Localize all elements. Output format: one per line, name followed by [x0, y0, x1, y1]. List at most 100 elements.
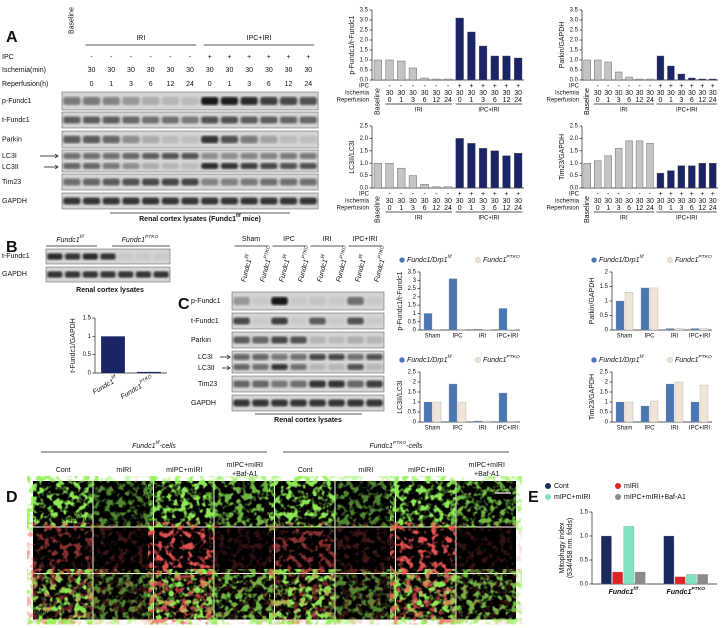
bar: [479, 148, 488, 189]
lane-value: 30: [432, 198, 440, 205]
band: [181, 97, 199, 105]
genotype: Fundc1f/f: [608, 586, 639, 596]
image-red: [93, 527, 153, 573]
x-tick-label: IPC: [644, 426, 655, 432]
bar: [709, 78, 717, 81]
band: [240, 178, 258, 186]
bar: [625, 76, 633, 81]
lane-value: 24: [709, 205, 717, 212]
row-label: Ischemia: [555, 199, 580, 205]
band: [82, 197, 101, 205]
group-label: IRI: [415, 108, 423, 114]
x-tick-label: IPC: [644, 334, 655, 340]
text-part: Fundc1: [667, 589, 692, 596]
bar: [624, 401, 634, 423]
legend-marker: [591, 357, 597, 363]
band: [122, 97, 140, 105]
band: [82, 178, 101, 186]
superscript: PTKO: [691, 586, 705, 592]
bar: [385, 162, 394, 189]
genotype: Fundc1PTKO: [295, 245, 314, 283]
text-part: Fundc1: [483, 357, 506, 364]
lane-value: 30: [456, 198, 464, 205]
band: [220, 135, 239, 144]
y-tick-label: 1.5: [83, 316, 92, 322]
lane-value: -: [423, 83, 426, 90]
lane-value: 1: [606, 97, 610, 104]
lane-value: 0: [388, 205, 392, 212]
superscript: f/f: [282, 253, 289, 259]
image-red: [93, 574, 153, 620]
bar: [665, 383, 675, 423]
band: [142, 97, 160, 105]
band-label: LC3II: [198, 365, 215, 372]
band: [271, 380, 288, 388]
lane-value: 12: [503, 205, 511, 212]
row-label: Reperfusion(h): [2, 81, 48, 88]
superscript: PTKO: [506, 254, 520, 260]
lane-value: 0: [596, 205, 600, 212]
lane-value: 12: [698, 205, 706, 212]
blot-strip: [231, 350, 385, 374]
lane-value: -: [649, 191, 652, 198]
x-tick-label: IRI: [479, 334, 487, 340]
y-tick-label: 2.0: [570, 38, 579, 44]
bar: [690, 328, 700, 331]
band: [63, 116, 81, 124]
band: [122, 135, 140, 144]
bar: [635, 140, 644, 189]
bar: [674, 328, 684, 331]
bar: [594, 160, 602, 189]
bar: [432, 401, 442, 423]
bar: [397, 60, 406, 81]
x-tick-label: IPC+IRI: [497, 426, 519, 432]
blot-strip: [231, 291, 385, 311]
band: [201, 163, 219, 169]
lane-value: 30: [386, 198, 394, 205]
y-tick-label: 3.0: [570, 18, 579, 24]
image-red: [33, 574, 93, 620]
band: [82, 163, 101, 169]
lane-value: 30: [677, 90, 685, 97]
row-label: Ischemia(min): [2, 67, 46, 74]
bar: [514, 57, 523, 81]
y-tick-label: 2.0: [360, 38, 369, 44]
lane-value: 12: [432, 205, 440, 212]
column-label: mIPC+mIRI: [408, 467, 444, 474]
y-tick-label: 0: [88, 371, 92, 377]
y-axis-label: LC3II/LC3I: [349, 140, 356, 174]
column-label: Cont: [298, 467, 313, 474]
lane-value: -: [447, 191, 450, 198]
lane-value: 3: [129, 81, 133, 88]
bar: [408, 175, 417, 189]
y-tick-label: 3.5: [360, 8, 369, 14]
group-label: IRI: [136, 35, 145, 42]
band: [252, 364, 269, 370]
lane-value: +: [493, 191, 497, 198]
superscript: f/f: [111, 374, 118, 382]
band: [366, 380, 383, 388]
bar: [482, 420, 492, 423]
lane-value: 12: [166, 81, 174, 88]
lane-value: 30: [265, 67, 273, 74]
image-red: [396, 574, 456, 620]
band: [271, 297, 288, 305]
bar: [457, 401, 467, 423]
y-tick-label: 0: [605, 420, 609, 426]
lane-value: 30: [421, 198, 429, 205]
lane-value: -: [435, 83, 438, 90]
band: [260, 163, 278, 169]
superscript: f/f: [80, 234, 85, 240]
genotype: Fundc1f/f-cells: [132, 440, 176, 450]
arrow: [220, 354, 231, 371]
lane-value: +: [247, 54, 251, 61]
lane-value: 6: [690, 97, 694, 104]
band: [240, 135, 258, 144]
lane-value: 30: [646, 90, 654, 97]
lane-value: 30: [444, 90, 452, 97]
row-label: IPC: [2, 54, 14, 61]
lane-value: -: [400, 191, 403, 198]
y-tick-label: 0.5: [360, 68, 369, 74]
y-axis-label: t-Fundc1/GAPDH: [70, 318, 77, 372]
bar: [514, 153, 523, 189]
